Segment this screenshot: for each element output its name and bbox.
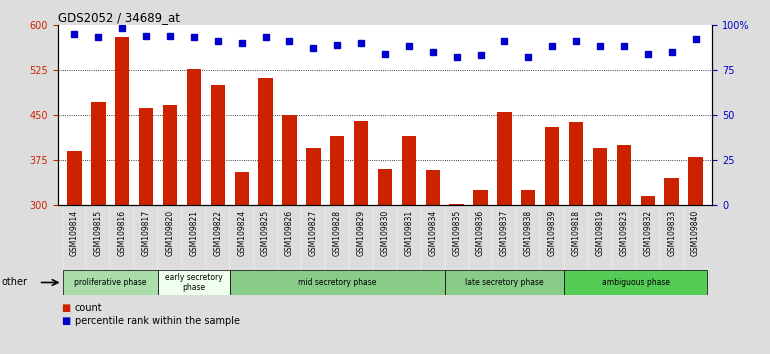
- Text: GSM109838: GSM109838: [524, 210, 533, 256]
- Text: GSM109836: GSM109836: [476, 210, 485, 256]
- Text: GSM109828: GSM109828: [333, 210, 342, 256]
- Text: GSM109840: GSM109840: [691, 210, 700, 256]
- Bar: [521, 190, 535, 205]
- Text: GSM109827: GSM109827: [309, 210, 318, 256]
- Text: GSM109831: GSM109831: [404, 210, 413, 256]
- Text: GDS2052 / 34689_at: GDS2052 / 34689_at: [58, 11, 179, 24]
- Text: count: count: [75, 303, 102, 313]
- Bar: [162, 105, 177, 205]
- Bar: [67, 151, 82, 205]
- Bar: [497, 112, 511, 205]
- Bar: [593, 148, 608, 205]
- Bar: [450, 204, 464, 205]
- Text: early secretory
phase: early secretory phase: [165, 273, 223, 292]
- Bar: [426, 170, 440, 205]
- Text: percentile rank within the sample: percentile rank within the sample: [75, 316, 239, 326]
- Text: ■: ■: [62, 303, 71, 313]
- Bar: [445, 270, 564, 295]
- Bar: [569, 122, 583, 205]
- Text: GSM109832: GSM109832: [643, 210, 652, 256]
- Text: proliferative phase: proliferative phase: [74, 278, 146, 287]
- Text: GSM109829: GSM109829: [357, 210, 366, 256]
- Bar: [378, 169, 392, 205]
- Bar: [115, 37, 129, 205]
- Bar: [688, 157, 703, 205]
- Bar: [545, 127, 559, 205]
- Bar: [259, 78, 273, 205]
- Bar: [617, 145, 631, 205]
- Bar: [158, 270, 229, 295]
- Text: GSM109834: GSM109834: [428, 210, 437, 256]
- Text: GSM109818: GSM109818: [571, 210, 581, 256]
- Text: GSM109821: GSM109821: [189, 210, 199, 256]
- Bar: [229, 270, 445, 295]
- Text: GSM109833: GSM109833: [667, 210, 676, 256]
- Text: GSM109815: GSM109815: [94, 210, 103, 256]
- Bar: [211, 85, 225, 205]
- Bar: [187, 69, 201, 205]
- Bar: [402, 136, 416, 205]
- Bar: [91, 102, 105, 205]
- Bar: [665, 178, 679, 205]
- Text: GSM109825: GSM109825: [261, 210, 270, 256]
- Text: GSM109824: GSM109824: [237, 210, 246, 256]
- Bar: [330, 136, 344, 205]
- Bar: [564, 270, 708, 295]
- Text: ■: ■: [62, 316, 71, 326]
- Text: GSM109820: GSM109820: [166, 210, 175, 256]
- Text: ambiguous phase: ambiguous phase: [602, 278, 670, 287]
- Bar: [354, 121, 368, 205]
- Text: GSM109816: GSM109816: [118, 210, 127, 256]
- Bar: [306, 148, 320, 205]
- Text: GSM109817: GSM109817: [142, 210, 151, 256]
- Bar: [235, 172, 249, 205]
- Text: late secretory phase: late secretory phase: [465, 278, 544, 287]
- Text: GSM109814: GSM109814: [70, 210, 79, 256]
- Text: GSM109837: GSM109837: [500, 210, 509, 256]
- Text: GSM109839: GSM109839: [547, 210, 557, 256]
- Text: GSM109835: GSM109835: [452, 210, 461, 256]
- Bar: [474, 190, 487, 205]
- Bar: [139, 108, 153, 205]
- Text: other: other: [2, 278, 28, 287]
- Bar: [283, 115, 296, 205]
- Text: GSM109822: GSM109822: [213, 210, 223, 256]
- Text: mid secretory phase: mid secretory phase: [298, 278, 377, 287]
- Text: GSM109830: GSM109830: [380, 210, 390, 256]
- Bar: [641, 196, 655, 205]
- Text: GSM109819: GSM109819: [595, 210, 604, 256]
- Text: GSM109826: GSM109826: [285, 210, 294, 256]
- Bar: [62, 270, 158, 295]
- Text: GSM109823: GSM109823: [619, 210, 628, 256]
